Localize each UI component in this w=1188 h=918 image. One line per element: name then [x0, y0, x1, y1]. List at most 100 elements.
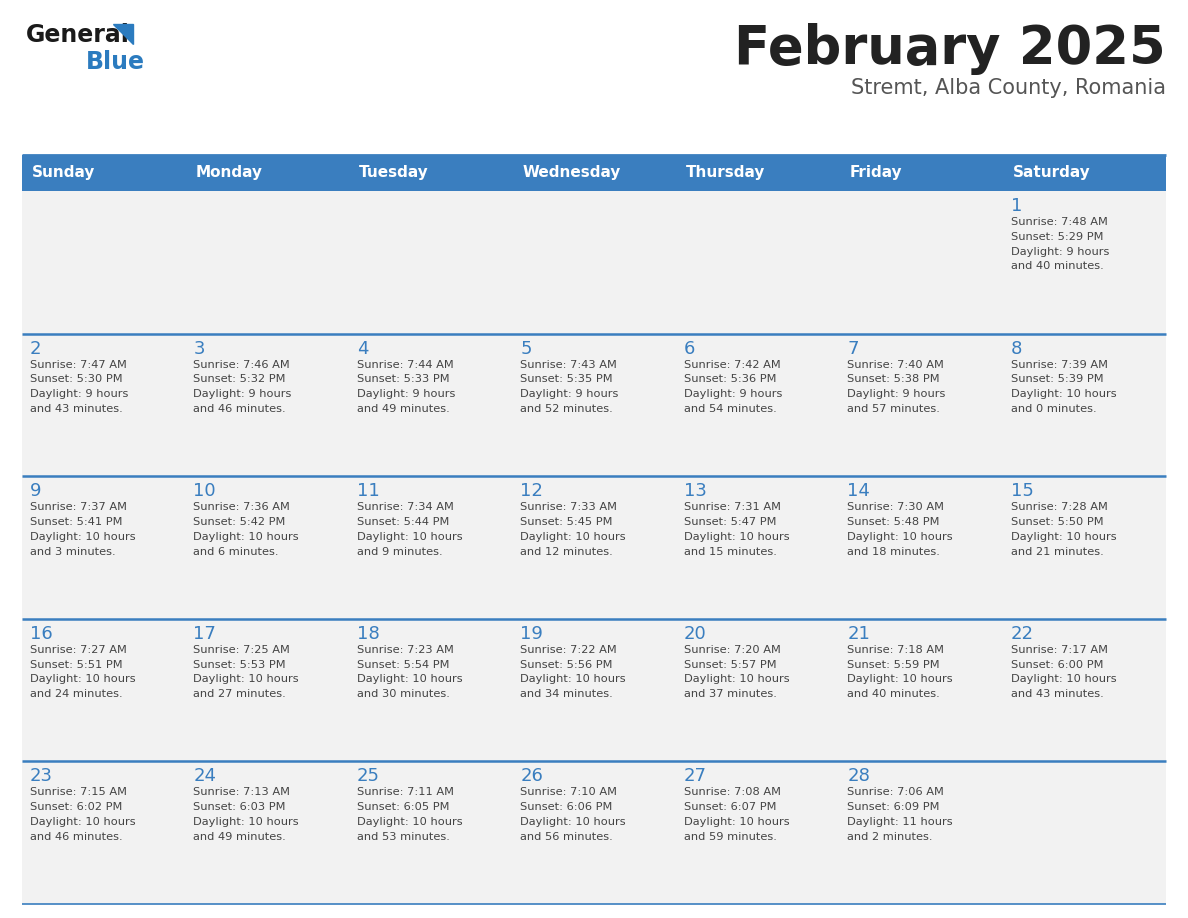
Text: Sunrise: 7:48 AM
Sunset: 5:29 PM
Daylight: 9 hours
and 40 minutes.: Sunrise: 7:48 AM Sunset: 5:29 PM Dayligh… [1011, 217, 1108, 272]
Text: 18: 18 [356, 625, 380, 643]
Text: Wednesday: Wednesday [523, 165, 620, 181]
Text: Sunrise: 7:15 AM
Sunset: 6:02 PM
Daylight: 10 hours
and 46 minutes.: Sunrise: 7:15 AM Sunset: 6:02 PM Dayligh… [30, 788, 135, 842]
Bar [512, 476, 676, 619]
Bar [23, 476, 185, 619]
Bar [23, 191, 185, 333]
Text: 3: 3 [194, 340, 204, 358]
Text: Sunrise: 7:47 AM
Sunset: 5:30 PM
Daylight: 9 hours
and 43 minutes.: Sunrise: 7:47 AM Sunset: 5:30 PM Dayligh… [30, 360, 128, 414]
Bar [1003, 191, 1165, 333]
Bar [512, 619, 676, 761]
Text: 27: 27 [684, 767, 707, 786]
Text: 8: 8 [1011, 340, 1022, 358]
Bar [349, 191, 512, 333]
Text: Saturday: Saturday [1012, 165, 1091, 181]
Text: Blue: Blue [86, 50, 145, 74]
Text: Tuesday: Tuesday [359, 165, 429, 181]
Text: Sunrise: 7:42 AM
Sunset: 5:36 PM
Daylight: 9 hours
and 54 minutes.: Sunrise: 7:42 AM Sunset: 5:36 PM Dayligh… [684, 360, 782, 414]
Text: Sunrise: 7:11 AM
Sunset: 6:05 PM
Daylight: 10 hours
and 53 minutes.: Sunrise: 7:11 AM Sunset: 6:05 PM Dayligh… [356, 788, 462, 842]
Bar [839, 191, 1003, 333]
Text: Thursday: Thursday [685, 165, 765, 181]
Text: 9: 9 [30, 482, 42, 500]
Bar [349, 333, 512, 476]
Text: 28: 28 [847, 767, 870, 786]
Text: Sunrise: 7:08 AM
Sunset: 6:07 PM
Daylight: 10 hours
and 59 minutes.: Sunrise: 7:08 AM Sunset: 6:07 PM Dayligh… [684, 788, 789, 842]
Text: Stremt, Alba County, Romania: Stremt, Alba County, Romania [851, 78, 1165, 98]
Bar [676, 191, 839, 333]
Text: 6: 6 [684, 340, 695, 358]
Text: 11: 11 [356, 482, 380, 500]
Text: 23: 23 [30, 767, 53, 786]
Bar [185, 191, 349, 333]
Text: Sunrise: 7:33 AM
Sunset: 5:45 PM
Daylight: 10 hours
and 12 minutes.: Sunrise: 7:33 AM Sunset: 5:45 PM Dayligh… [520, 502, 626, 556]
Bar [676, 476, 839, 619]
Text: Sunrise: 7:39 AM
Sunset: 5:39 PM
Daylight: 10 hours
and 0 minutes.: Sunrise: 7:39 AM Sunset: 5:39 PM Dayligh… [1011, 360, 1117, 414]
Text: 7: 7 [847, 340, 859, 358]
Text: 17: 17 [194, 625, 216, 643]
Bar [1003, 333, 1165, 476]
Bar [512, 333, 676, 476]
Bar [512, 191, 676, 333]
Bar [185, 619, 349, 761]
Text: 4: 4 [356, 340, 368, 358]
Text: Sunrise: 7:13 AM
Sunset: 6:03 PM
Daylight: 10 hours
and 49 minutes.: Sunrise: 7:13 AM Sunset: 6:03 PM Dayligh… [194, 788, 299, 842]
Text: Sunrise: 7:36 AM
Sunset: 5:42 PM
Daylight: 10 hours
and 6 minutes.: Sunrise: 7:36 AM Sunset: 5:42 PM Dayligh… [194, 502, 299, 556]
Text: Friday: Friday [849, 165, 902, 181]
Text: Sunrise: 7:06 AM
Sunset: 6:09 PM
Daylight: 11 hours
and 2 minutes.: Sunrise: 7:06 AM Sunset: 6:09 PM Dayligh… [847, 788, 953, 842]
Text: Sunrise: 7:30 AM
Sunset: 5:48 PM
Daylight: 10 hours
and 18 minutes.: Sunrise: 7:30 AM Sunset: 5:48 PM Dayligh… [847, 502, 953, 556]
Text: Sunrise: 7:18 AM
Sunset: 5:59 PM
Daylight: 10 hours
and 40 minutes.: Sunrise: 7:18 AM Sunset: 5:59 PM Dayligh… [847, 644, 953, 700]
Text: General: General [26, 23, 129, 47]
Text: Sunrise: 7:46 AM
Sunset: 5:32 PM
Daylight: 9 hours
and 46 minutes.: Sunrise: 7:46 AM Sunset: 5:32 PM Dayligh… [194, 360, 292, 414]
Text: 26: 26 [520, 767, 543, 786]
Text: Sunrise: 7:40 AM
Sunset: 5:38 PM
Daylight: 9 hours
and 57 minutes.: Sunrise: 7:40 AM Sunset: 5:38 PM Dayligh… [847, 360, 946, 414]
Bar [23, 155, 1165, 191]
Bar [839, 476, 1003, 619]
Bar [349, 761, 512, 904]
Bar [185, 333, 349, 476]
Text: 25: 25 [356, 767, 380, 786]
Bar [23, 761, 185, 904]
Text: Sunrise: 7:27 AM
Sunset: 5:51 PM
Daylight: 10 hours
and 24 minutes.: Sunrise: 7:27 AM Sunset: 5:51 PM Dayligh… [30, 644, 135, 700]
Text: Sunrise: 7:34 AM
Sunset: 5:44 PM
Daylight: 10 hours
and 9 minutes.: Sunrise: 7:34 AM Sunset: 5:44 PM Dayligh… [356, 502, 462, 556]
Text: Sunrise: 7:31 AM
Sunset: 5:47 PM
Daylight: 10 hours
and 15 minutes.: Sunrise: 7:31 AM Sunset: 5:47 PM Dayligh… [684, 502, 789, 556]
Text: 12: 12 [520, 482, 543, 500]
Text: February 2025: February 2025 [734, 23, 1165, 75]
Text: 1: 1 [1011, 197, 1022, 215]
Bar [23, 333, 185, 476]
Bar [512, 761, 676, 904]
Text: 21: 21 [847, 625, 870, 643]
Text: Sunrise: 7:44 AM
Sunset: 5:33 PM
Daylight: 9 hours
and 49 minutes.: Sunrise: 7:44 AM Sunset: 5:33 PM Dayligh… [356, 360, 455, 414]
Text: Monday: Monday [196, 165, 263, 181]
Text: Sunrise: 7:28 AM
Sunset: 5:50 PM
Daylight: 10 hours
and 21 minutes.: Sunrise: 7:28 AM Sunset: 5:50 PM Dayligh… [1011, 502, 1117, 556]
Text: 2: 2 [30, 340, 42, 358]
Text: 5: 5 [520, 340, 532, 358]
Text: 20: 20 [684, 625, 707, 643]
Text: Sunrise: 7:25 AM
Sunset: 5:53 PM
Daylight: 10 hours
and 27 minutes.: Sunrise: 7:25 AM Sunset: 5:53 PM Dayligh… [194, 644, 299, 700]
Bar [676, 761, 839, 904]
Bar [839, 761, 1003, 904]
Bar [676, 619, 839, 761]
Text: 24: 24 [194, 767, 216, 786]
Text: 19: 19 [520, 625, 543, 643]
Text: Sunrise: 7:10 AM
Sunset: 6:06 PM
Daylight: 10 hours
and 56 minutes.: Sunrise: 7:10 AM Sunset: 6:06 PM Dayligh… [520, 788, 626, 842]
Text: 15: 15 [1011, 482, 1034, 500]
Bar [185, 476, 349, 619]
Polygon shape [113, 24, 133, 44]
Text: 13: 13 [684, 482, 707, 500]
Text: Sunday: Sunday [32, 165, 95, 181]
Text: Sunrise: 7:37 AM
Sunset: 5:41 PM
Daylight: 10 hours
and 3 minutes.: Sunrise: 7:37 AM Sunset: 5:41 PM Dayligh… [30, 502, 135, 556]
Text: 14: 14 [847, 482, 870, 500]
Text: Sunrise: 7:43 AM
Sunset: 5:35 PM
Daylight: 9 hours
and 52 minutes.: Sunrise: 7:43 AM Sunset: 5:35 PM Dayligh… [520, 360, 619, 414]
Bar [23, 619, 185, 761]
Text: 16: 16 [30, 625, 52, 643]
Bar [349, 476, 512, 619]
Bar [839, 619, 1003, 761]
Text: 22: 22 [1011, 625, 1034, 643]
Text: Sunrise: 7:20 AM
Sunset: 5:57 PM
Daylight: 10 hours
and 37 minutes.: Sunrise: 7:20 AM Sunset: 5:57 PM Dayligh… [684, 644, 789, 700]
Text: Sunrise: 7:17 AM
Sunset: 6:00 PM
Daylight: 10 hours
and 43 minutes.: Sunrise: 7:17 AM Sunset: 6:00 PM Dayligh… [1011, 644, 1117, 700]
Bar [185, 761, 349, 904]
Bar [676, 333, 839, 476]
Bar [1003, 619, 1165, 761]
Text: 10: 10 [194, 482, 216, 500]
Text: Sunrise: 7:23 AM
Sunset: 5:54 PM
Daylight: 10 hours
and 30 minutes.: Sunrise: 7:23 AM Sunset: 5:54 PM Dayligh… [356, 644, 462, 700]
Bar [839, 333, 1003, 476]
